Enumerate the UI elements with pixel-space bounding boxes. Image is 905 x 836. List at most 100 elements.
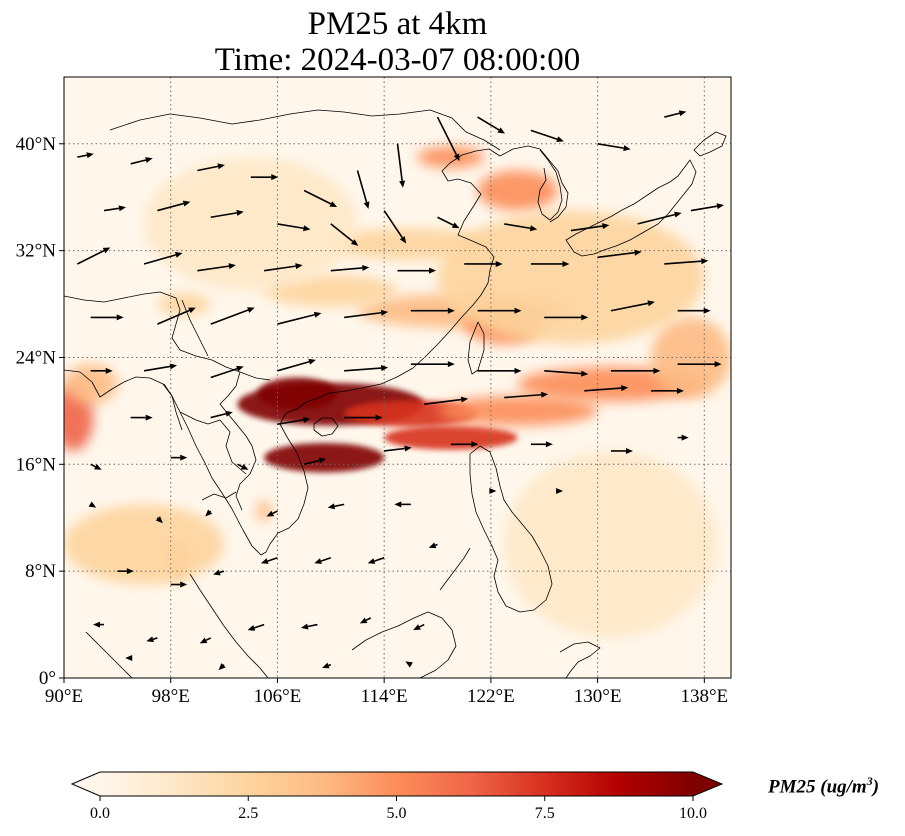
wind-arrow-head bbox=[213, 569, 221, 576]
wind-arrow-head bbox=[674, 211, 682, 218]
wind-arrow-head bbox=[225, 410, 233, 417]
wind-arrow-head bbox=[236, 365, 244, 372]
wind-arrow-shaft bbox=[374, 557, 385, 562]
wind-arrow-shaft bbox=[504, 393, 542, 399]
wind-arrow-shaft bbox=[690, 205, 718, 212]
wind-arrow-head bbox=[363, 201, 370, 209]
lon-tick-label: 138°E bbox=[680, 686, 728, 707]
wind-arrow bbox=[397, 267, 436, 274]
wind-arrow bbox=[544, 314, 589, 321]
colorbar: 0.0 2.5 5.0 7.5 10.0 bbox=[70, 771, 724, 822]
wind-arrow bbox=[247, 623, 265, 631]
wind-arrow bbox=[327, 503, 345, 510]
wind-arrow bbox=[90, 463, 102, 470]
wind-arrow-shaft bbox=[504, 223, 531, 230]
wind-arrow bbox=[410, 307, 455, 314]
wind-arrow-head bbox=[399, 236, 407, 244]
lon-tick-label: 114°E bbox=[361, 686, 408, 707]
wind-arrow-head bbox=[428, 542, 437, 549]
wind-arrow-shaft bbox=[143, 254, 177, 265]
wind-arrow bbox=[260, 557, 278, 564]
colorbar-tick-label: 10.0 bbox=[679, 805, 707, 822]
wind-arrow-shaft bbox=[253, 623, 265, 629]
pm25-patch bbox=[264, 442, 385, 473]
wind-arrow-head bbox=[146, 636, 154, 643]
wind-arrow-shaft bbox=[277, 223, 304, 230]
wind-arrow bbox=[384, 445, 412, 452]
wind-arrow bbox=[383, 210, 407, 244]
wind-arrow-head bbox=[327, 503, 336, 510]
wind-arrow-head bbox=[429, 267, 436, 274]
wind-arrow bbox=[530, 441, 553, 448]
wind-arrow-shaft bbox=[205, 637, 212, 642]
wind-arrow bbox=[504, 391, 549, 399]
wind-arrow-head bbox=[125, 654, 133, 661]
wind-arrow-head bbox=[514, 367, 522, 374]
wind-arrow-shaft bbox=[320, 557, 332, 562]
wind-arrow-head bbox=[102, 247, 111, 254]
wind-arrow bbox=[76, 247, 111, 265]
wind-arrow-head bbox=[556, 136, 564, 143]
wind-arrow-head bbox=[497, 127, 506, 134]
wind-arrow bbox=[322, 662, 332, 669]
wind-arrow-shaft bbox=[210, 367, 238, 379]
wind-arrow-head bbox=[350, 239, 359, 246]
wind-arrow-head bbox=[182, 200, 191, 207]
wind-arrow-head bbox=[174, 252, 183, 258]
wind-arrow-head bbox=[703, 307, 711, 314]
japan-coastline bbox=[565, 131, 727, 257]
colorbar-ticks: 0.0 2.5 5.0 7.5 10.0 bbox=[90, 796, 707, 822]
lon-tick-label: 130°E bbox=[574, 686, 622, 707]
pm25-patch bbox=[256, 500, 273, 522]
wind-arrow-shaft bbox=[307, 623, 318, 628]
wind-arrow-head bbox=[514, 307, 522, 314]
map-subtitle-time: Time: 2024-03-07 08:00:00 bbox=[214, 42, 581, 78]
wind-arrow-shaft bbox=[344, 367, 382, 372]
wind-arrow-head bbox=[199, 637, 208, 644]
wind-arrow-shaft bbox=[197, 165, 219, 172]
colorbar-ramp bbox=[100, 772, 693, 796]
wind-arrow bbox=[303, 189, 338, 208]
wind-arrow-head bbox=[581, 314, 589, 321]
wind-arrow-shaft bbox=[90, 463, 96, 468]
pm25-patch bbox=[384, 425, 518, 450]
wind-arrow-head bbox=[271, 174, 279, 181]
colorbar-extend-high bbox=[693, 772, 722, 796]
wind-arrow-shaft bbox=[143, 365, 171, 372]
wind-arrow bbox=[130, 414, 153, 421]
colorbar-extend-low bbox=[72, 772, 100, 796]
wind-arrow bbox=[436, 116, 460, 162]
wind-arrow bbox=[530, 260, 570, 267]
wind-arrow bbox=[210, 365, 244, 379]
wind-arrow bbox=[584, 385, 629, 392]
wind-arrow-head bbox=[404, 445, 412, 452]
sumatra-malaya-coastline bbox=[85, 573, 269, 678]
pm25-patch bbox=[437, 396, 598, 426]
mainland-coastline bbox=[64, 145, 569, 556]
wind-arrow-shaft bbox=[303, 459, 320, 466]
wind-arrow-shaft bbox=[209, 510, 212, 513]
wind-arrow bbox=[637, 211, 682, 225]
wind-arrow-head bbox=[621, 385, 629, 392]
colorbar-tick-label: 2.5 bbox=[238, 805, 258, 822]
wind-arrow bbox=[664, 110, 687, 118]
wind-arrow-shaft bbox=[356, 170, 368, 203]
wind-arrow bbox=[489, 488, 497, 495]
wind-arrow-shaft bbox=[664, 260, 702, 265]
wind-arrow-head bbox=[217, 163, 225, 170]
wind-arrow-head bbox=[88, 501, 97, 508]
wind-arrow-head bbox=[155, 516, 163, 524]
wind-vectors bbox=[76, 110, 724, 671]
wind-arrow-shaft bbox=[77, 154, 88, 158]
wind-arrow-shaft bbox=[383, 210, 403, 239]
wind-arrow bbox=[610, 367, 661, 374]
wind-arrow-head bbox=[647, 300, 655, 307]
wind-arrow-head bbox=[322, 662, 330, 669]
wind-arrow bbox=[597, 142, 631, 152]
wind-arrow-head bbox=[247, 307, 255, 313]
wind-arrow bbox=[263, 263, 303, 272]
wind-arrow bbox=[146, 636, 158, 643]
wind-arrow bbox=[157, 307, 196, 325]
wind-arrow bbox=[477, 367, 522, 374]
wind-arrow bbox=[410, 361, 455, 368]
